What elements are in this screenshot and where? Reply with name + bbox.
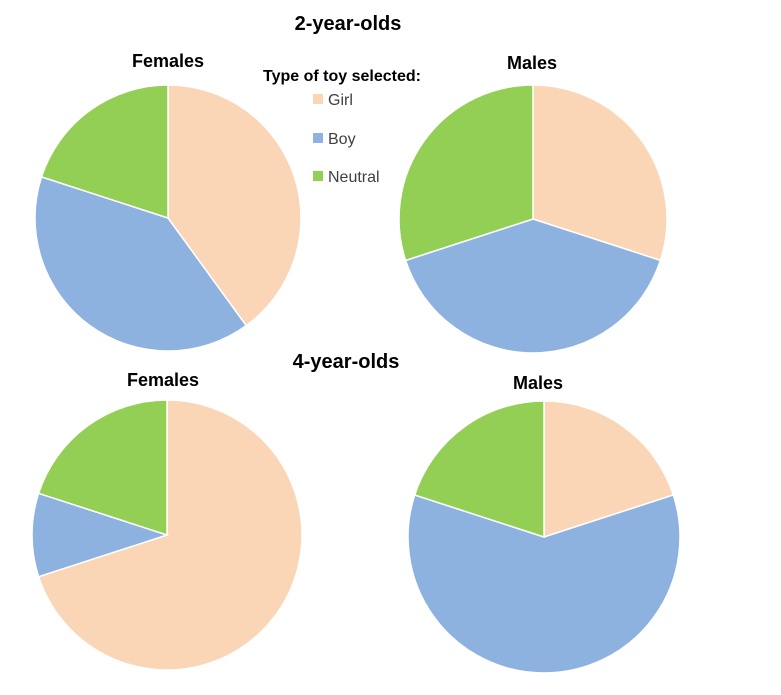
legend-swatch-boy [313, 133, 323, 143]
pie-slice-2-year-olds-females-boy [34, 175, 248, 352]
chart-title-4yo-females: Females [127, 370, 199, 390]
pie-slice-4-year-olds-males-girl [543, 400, 675, 539]
pie-4yo-females [31, 399, 303, 671]
pie-slice-4-year-olds-males-boy [407, 494, 681, 674]
pie-slice-2-year-olds-females-girl [167, 84, 302, 327]
group-title-4-year-olds: 4-year-olds [293, 351, 400, 373]
chart-title-4yo-males: Males [513, 373, 563, 393]
pie-slice-4-year-olds-females-boy [31, 492, 170, 578]
pie-slice-4-year-olds-females-girl [37, 399, 303, 671]
legend-label-neutral: Neutral [328, 169, 380, 186]
pie-slice-4-year-olds-females-neutral [37, 399, 168, 537]
legend-swatch-girl [313, 94, 323, 104]
legend-label-boy: Boy [328, 131, 356, 148]
pie-slice-4-year-olds-males-neutral [413, 400, 545, 539]
group-title-2-year-olds: 2-year-olds [295, 13, 402, 35]
chart-title-2yo-females: Females [132, 51, 204, 71]
pie-slice-2-year-olds-females-neutral [40, 84, 169, 220]
pie-slice-2-year-olds-males-boy [404, 218, 662, 354]
pie-4yo-males [407, 400, 681, 674]
chart-title-2yo-males: Males [507, 53, 557, 73]
pie-2yo-females [34, 84, 302, 352]
pie-slice-2-year-olds-males-girl [532, 84, 668, 262]
legend: Type of toy selected: Girl Boy Neutral [263, 68, 421, 186]
pie-slice-2-year-olds-males-neutral [398, 84, 534, 262]
legend-label-girl: Girl [328, 92, 353, 109]
legend-title: Type of toy selected: [263, 68, 421, 85]
pie-2yo-males [398, 84, 668, 354]
legend-swatch-neutral [313, 171, 323, 181]
